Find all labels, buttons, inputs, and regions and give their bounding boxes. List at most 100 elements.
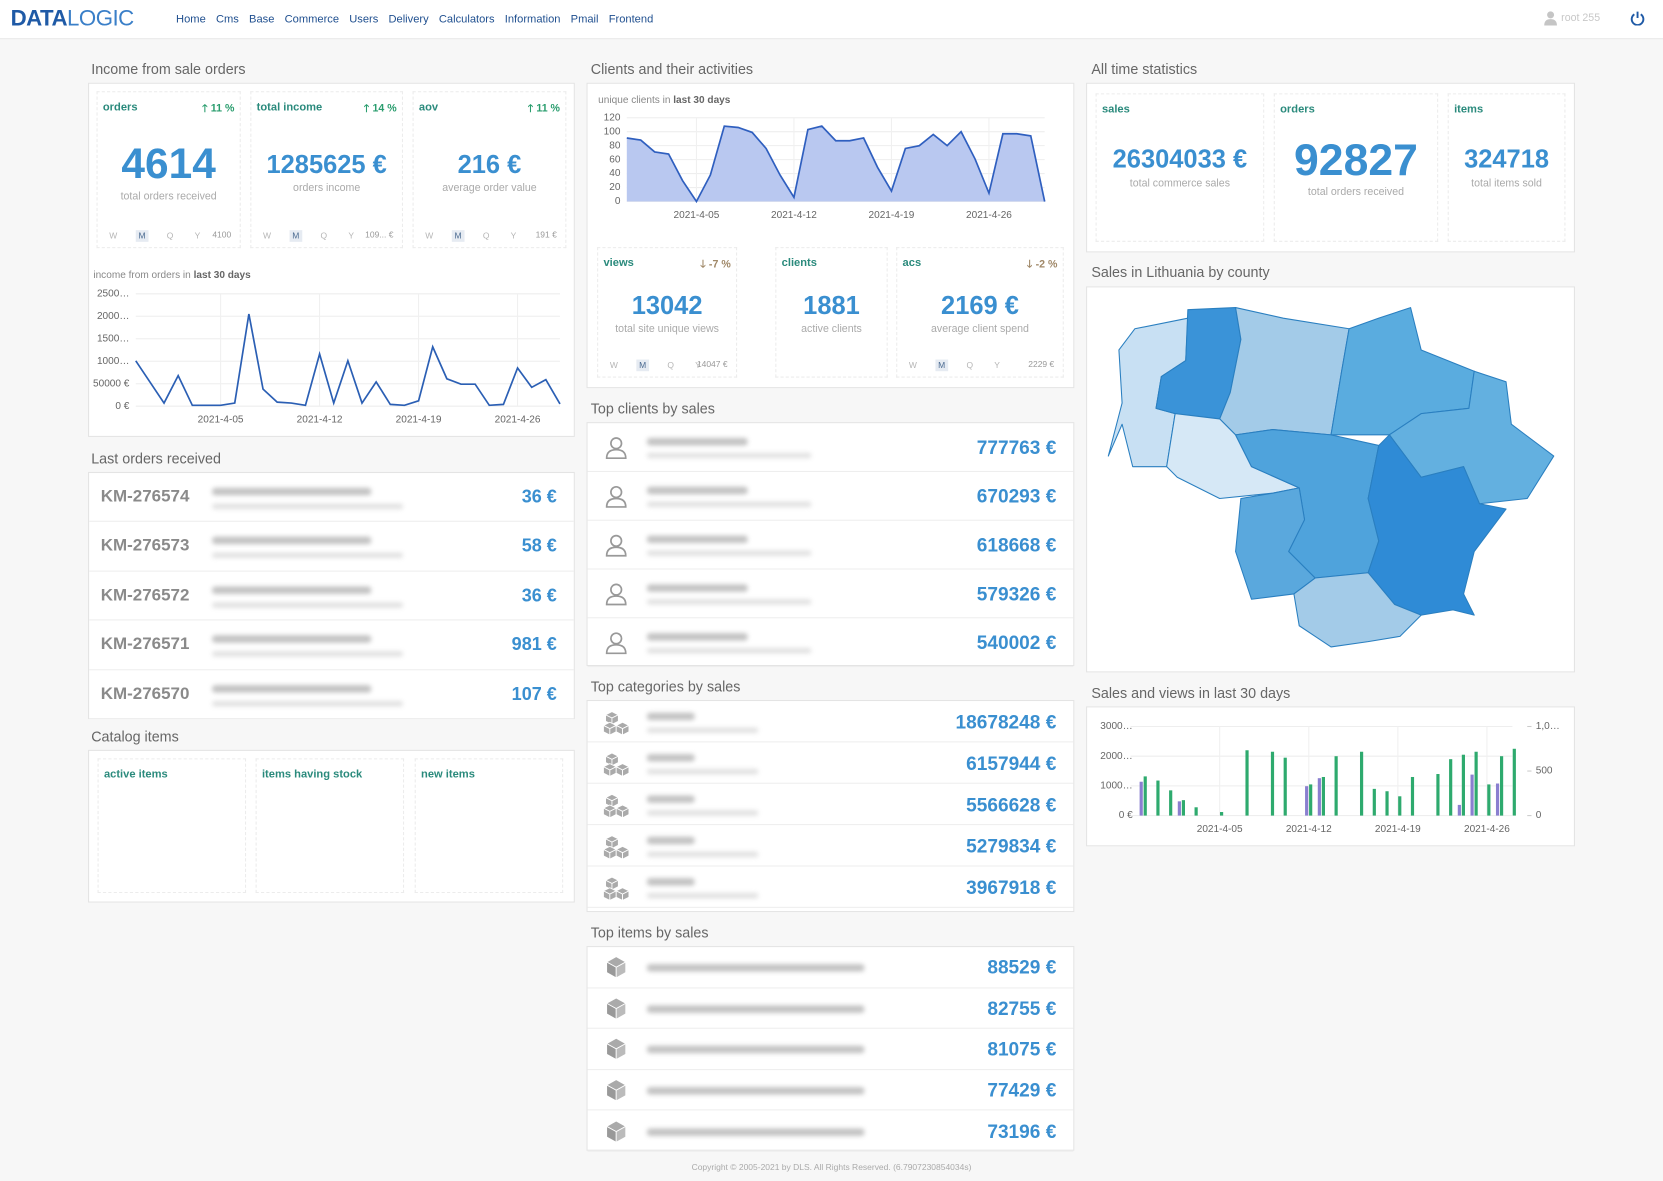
user[interactable]: root 255	[1561, 12, 1601, 25]
sales-amount: 670293 €	[976, 485, 1057, 507]
list-row[interactable]: 77429 €	[587, 1070, 1074, 1111]
period-button[interactable]: Q	[966, 360, 974, 371]
section-title: Sales in Lithuania by county	[1091, 264, 1270, 280]
nav-item[interactable]: Home	[176, 12, 206, 26]
logo[interactable]: DATALOGIC	[10, 6, 135, 31]
stat-card: orders 🡑 11 % 4614 total orders received W M Q Y…	[96, 91, 241, 249]
stat-card: acs 🡓 -2 % 2169 € average client spend W M Q Y 22…	[896, 247, 1064, 378]
nav-item[interactable]: Pmail	[570, 12, 599, 26]
card-value: 324718	[1464, 145, 1550, 175]
period-button[interactable]: M	[934, 359, 949, 372]
logo-bold: DATA	[10, 6, 68, 31]
list-row[interactable]: 579326 €	[587, 570, 1074, 619]
list-row[interactable]: 88529 €	[587, 947, 1074, 989]
section-title: Sales and views in last 30 days	[1091, 685, 1291, 702]
order-row[interactable]: KM-276574 36 €	[89, 473, 574, 523]
previous-value: 109... €	[365, 230, 394, 240]
cube-icon	[605, 1038, 627, 1061]
card-caption: average client spend	[931, 323, 1029, 336]
period-button[interactable]: Q	[166, 231, 174, 241]
stat-card: orders 92827 total orders received	[1273, 93, 1439, 242]
name-blurred	[646, 1087, 865, 1095]
list-row[interactable]: 540002 €	[587, 618, 1074, 668]
nav-item[interactable]: Base	[249, 12, 275, 26]
order-row[interactable]: KM-276572 36 €	[89, 571, 574, 621]
list-row[interactable]: 82755 €	[587, 988, 1074, 1029]
period-button[interactable]: Q	[482, 231, 490, 241]
list-row[interactable]: 81075 €	[587, 1029, 1074, 1070]
nav-item[interactable]: Delivery	[388, 12, 429, 26]
list-row[interactable]: 3967918 €	[587, 866, 1074, 908]
trend-arrow: 🡑	[363, 102, 370, 115]
card-caption: total orders received	[120, 190, 217, 203]
period-button[interactable]: Y	[695, 360, 701, 371]
cube-icon	[605, 997, 627, 1020]
period-button[interactable]: M	[635, 359, 650, 372]
period-button[interactable]: W	[908, 360, 917, 371]
cubes-icon	[602, 876, 630, 901]
subtitle: unique clients in	[598, 94, 671, 107]
address-blurred	[212, 635, 372, 643]
nav-item[interactable]: Information	[504, 12, 561, 26]
user-icon	[605, 534, 627, 557]
user-icon	[605, 632, 627, 655]
change-value: -2 %	[1035, 258, 1058, 271]
address-line-blurred	[212, 602, 404, 608]
period-button[interactable]: W	[263, 231, 272, 241]
nav-item[interactable]: Users	[349, 12, 379, 26]
gauge-label: items having stock	[261, 767, 363, 781]
period-button[interactable]: W	[609, 360, 618, 371]
logout-icon[interactable]	[1630, 11, 1645, 26]
list-row[interactable]: 6157944 €	[587, 742, 1074, 784]
user-icon	[605, 437, 627, 460]
order-row[interactable]: KM-276570 107 €	[89, 670, 574, 720]
cubes-icon	[602, 710, 630, 736]
list-row[interactable]: 618668 €	[587, 521, 1074, 570]
period-button[interactable]: M	[135, 230, 149, 242]
period-button[interactable]: W	[109, 231, 118, 241]
change-value: -7 %	[708, 258, 731, 271]
chart-subtitle: unique clients in last 30 days	[598, 94, 730, 106]
detail-blurred	[646, 550, 812, 556]
card-change: 🡓 -2 %	[1027, 257, 1058, 275]
nav-item[interactable]: Commerce	[284, 12, 340, 26]
card-label: clients	[781, 256, 817, 270]
period-button[interactable]: W	[425, 231, 434, 241]
change-value: 11 %	[210, 102, 235, 115]
card-caption: total orders received	[1307, 186, 1405, 199]
list-row[interactable]: 5279834 €	[587, 825, 1074, 867]
card-change: 🡑 14 %	[364, 101, 397, 119]
previous-value: 191 €	[535, 230, 557, 240]
period-button[interactable]: Q	[667, 360, 674, 371]
sales-amount: 88529 €	[987, 956, 1057, 979]
list-row[interactable]: 670293 €	[587, 472, 1074, 521]
stat-card: sales 26304033 € total commerce sales	[1095, 93, 1265, 242]
address-blurred	[212, 684, 372, 693]
period-button[interactable]: M	[289, 230, 303, 242]
order-amount: 36 €	[521, 486, 557, 507]
list-row[interactable]: 777763 €	[587, 423, 1074, 472]
period-button[interactable]: Y	[348, 231, 355, 241]
period-button[interactable]: M	[451, 230, 465, 242]
list-row[interactable]: 18678248 €	[587, 701, 1074, 743]
list-row[interactable]: 5566628 €	[587, 784, 1074, 826]
nav-item[interactable]: Calculators	[438, 12, 495, 26]
card-value: 1881	[803, 291, 860, 321]
period-button[interactable]: Q	[320, 231, 328, 241]
change-value: 11 %	[536, 102, 560, 115]
period-button[interactable]: Y	[510, 231, 517, 241]
list-row[interactable]: 73196 €	[587, 1111, 1074, 1152]
order-row[interactable]: KM-276573 58 €	[89, 522, 574, 572]
section-title: Catalog items	[91, 728, 179, 745]
nav-item[interactable]: Frontend	[608, 12, 654, 26]
trend-arrow: 🡑	[527, 102, 534, 115]
nav-item[interactable]: Cms	[215, 12, 239, 26]
sales-amount: 73196 €	[987, 1120, 1057, 1142]
period-button[interactable]: Y	[194, 231, 201, 241]
order-row[interactable]: KM-276571 981 €	[89, 621, 574, 670]
period-button[interactable]: Y	[994, 360, 1000, 371]
name-blurred	[646, 712, 695, 720]
